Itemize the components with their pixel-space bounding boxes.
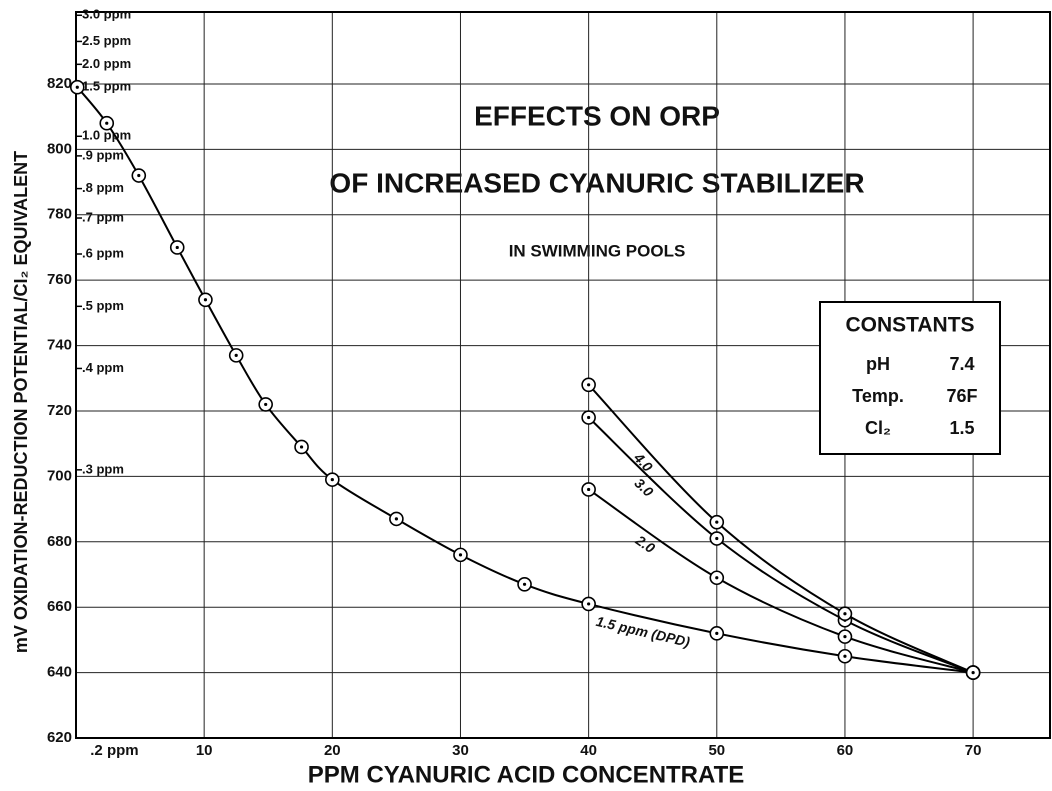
marker-dot xyxy=(394,517,398,521)
y-tick-label: 820 xyxy=(47,75,72,92)
ppm-label: 1.0 ppm xyxy=(82,128,131,143)
marker-dot xyxy=(137,173,141,178)
constants-box xyxy=(819,301,1001,455)
plot-frame xyxy=(75,11,1051,739)
marker-dot xyxy=(587,487,591,492)
constant-value: 76F xyxy=(946,386,977,406)
x-tick-label: 70 xyxy=(965,742,982,759)
marker-dot xyxy=(843,612,847,616)
series-line xyxy=(587,384,974,674)
marker-dot xyxy=(843,635,847,639)
chart-title: EFFECTS ON ORP xyxy=(474,100,720,131)
ppm-label: .5 ppm xyxy=(82,298,124,313)
constant-name: Cl₂ xyxy=(865,418,891,438)
marker-dot xyxy=(522,582,527,586)
ppm-label: 3.0 ppm xyxy=(82,7,131,22)
ppm-label: .8 ppm xyxy=(82,180,124,195)
chart-subtitle: OF INCREASED CYANURIC STABILIZER xyxy=(329,167,864,198)
constants-title: CONSTANTS xyxy=(845,314,974,337)
marker-dot xyxy=(264,402,268,407)
marker-dot xyxy=(715,576,719,580)
y-tick-label: 620 xyxy=(47,729,72,746)
y-tick-label: 760 xyxy=(47,271,72,288)
marker-dot xyxy=(587,383,591,387)
y-tick-label: 660 xyxy=(47,598,72,615)
y-tick-label: 800 xyxy=(47,140,72,157)
y-tick-label: 780 xyxy=(47,206,72,223)
marker-dot xyxy=(715,520,719,524)
y-tick-label: 740 xyxy=(47,337,72,354)
ppm-label: .4 ppm xyxy=(82,360,124,375)
marker-dot xyxy=(971,670,975,675)
y-tick-label: 640 xyxy=(47,664,72,681)
constant-value: 1.5 xyxy=(949,418,974,438)
y-tick-label: 680 xyxy=(47,533,72,550)
marker-dot xyxy=(843,654,847,658)
x-tick-label: 50 xyxy=(708,742,725,759)
y-tick-label: 700 xyxy=(47,467,72,484)
marker-dot xyxy=(105,121,109,125)
x-tick-label: 60 xyxy=(837,742,854,759)
marker-dot xyxy=(587,415,591,420)
x-axis-label: PPM CYANURIC ACID CONCENTRATE xyxy=(308,761,744,788)
marker-dot xyxy=(299,445,304,449)
constant-name: pH xyxy=(866,354,890,374)
x-tick-label: 10 xyxy=(196,742,213,759)
series-line xyxy=(587,416,974,674)
marker-dot xyxy=(715,631,719,635)
x-tick-label: 30 xyxy=(452,742,469,759)
ppm-label: 1.5 ppm xyxy=(82,79,131,94)
ppm-label: .3 ppm xyxy=(82,461,124,476)
chart-subtitle: IN SWIMMING POOLS xyxy=(509,241,686,260)
marker-dot xyxy=(203,298,208,302)
marker-dot xyxy=(715,536,719,541)
marker-dot xyxy=(75,85,79,89)
y-tick-label: 720 xyxy=(47,402,72,419)
x-tick-label: .2 ppm xyxy=(90,742,138,759)
marker-dot xyxy=(234,353,238,357)
constant-value: 7.4 xyxy=(949,354,974,374)
marker-dot xyxy=(458,553,463,557)
marker-dot xyxy=(175,245,179,250)
constant-name: Temp. xyxy=(852,386,904,406)
ppm-label: 2.5 ppm xyxy=(82,33,131,48)
ppm-label: .7 ppm xyxy=(82,209,124,224)
y-axis-label: mV OXIDATION-REDUCTION POTENTIAL/CI₂ EQU… xyxy=(11,151,31,653)
ppm-label: 2.0 ppm xyxy=(82,56,131,71)
ppm-label: .6 ppm xyxy=(82,245,124,260)
marker-dot xyxy=(587,602,591,606)
x-tick-label: 20 xyxy=(324,742,341,759)
series-line xyxy=(588,488,974,674)
ppm-label: .9 ppm xyxy=(82,147,124,162)
marker-dot xyxy=(330,478,334,482)
x-tick-label: 40 xyxy=(580,742,597,759)
